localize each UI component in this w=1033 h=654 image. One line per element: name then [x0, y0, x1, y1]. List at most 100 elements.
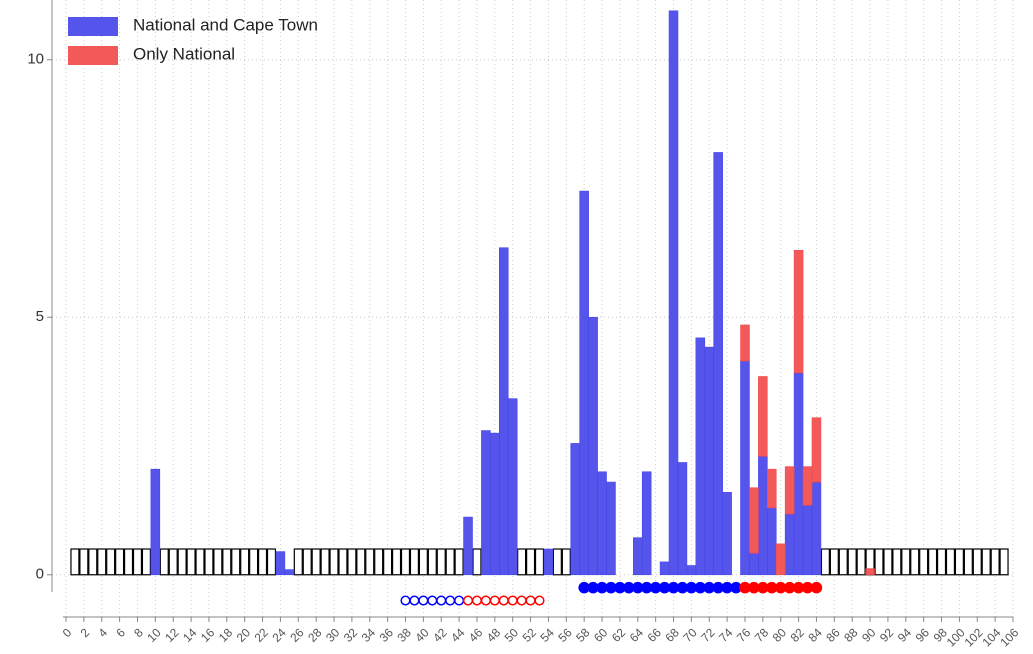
outline-box [936, 548, 947, 576]
outline-box [159, 548, 169, 576]
outline-box [856, 548, 866, 576]
outline-box [981, 548, 991, 576]
bar [784, 466, 795, 515]
marker [427, 595, 438, 606]
bar [784, 513, 795, 576]
outline-box [204, 548, 214, 576]
bar [758, 456, 768, 576]
x-tick-label: 4 [95, 625, 110, 640]
x-tick-label: 2 [78, 625, 93, 640]
bar [606, 481, 616, 576]
outline-box [400, 548, 411, 576]
outline-box [177, 548, 187, 576]
marker [480, 595, 491, 606]
bar [740, 324, 750, 362]
outline-box [383, 548, 393, 576]
bar [713, 152, 723, 576]
outline-box [525, 548, 536, 576]
outline-box [141, 548, 151, 576]
outline-box [115, 548, 125, 576]
legend-label: Only National [133, 44, 235, 63]
bar [758, 376, 768, 457]
bar [749, 552, 759, 576]
outline-box [97, 548, 107, 576]
bar [749, 487, 759, 554]
marker [810, 581, 823, 594]
outline-box [972, 548, 982, 576]
x-tick-label: 0 [60, 625, 75, 640]
bar [865, 568, 875, 576]
y-tick-label: 10 [27, 51, 44, 68]
bar [507, 398, 518, 576]
outline-box [999, 548, 1009, 576]
outline-box [561, 548, 571, 576]
bar [793, 372, 804, 576]
bar [767, 507, 777, 576]
bar [793, 250, 804, 374]
bar [740, 360, 750, 576]
y-tick-label: 0 [36, 566, 44, 583]
outline-box [990, 548, 1000, 576]
bar [597, 471, 607, 576]
bar [775, 543, 786, 576]
bar [677, 462, 688, 576]
outline-box [320, 548, 330, 576]
marker [409, 595, 420, 606]
legend-swatch [68, 17, 118, 36]
outline-box [240, 548, 250, 576]
outline-box [945, 548, 956, 576]
outline-box [838, 548, 848, 576]
outline-box [338, 548, 348, 576]
outline-box [391, 548, 402, 576]
outline-box [293, 548, 303, 576]
bar [668, 10, 679, 576]
outline-box [472, 548, 482, 576]
outline-box [874, 548, 884, 576]
marker [454, 595, 465, 606]
outline-box [186, 548, 196, 576]
legend-label: National and Cape Town [133, 15, 318, 34]
outline-box [168, 548, 178, 576]
outline-box [829, 548, 839, 576]
outline-box [374, 548, 384, 576]
outline-box [892, 548, 902, 576]
outline-box [847, 548, 857, 576]
outline-box [106, 548, 116, 576]
outline-box [365, 548, 375, 576]
outline-box [302, 548, 312, 576]
outline-box [820, 548, 830, 576]
outline-box [329, 548, 339, 576]
outline-box [132, 548, 143, 576]
outline-box [418, 548, 428, 576]
bar [579, 190, 589, 576]
outline-box [88, 548, 98, 576]
legend-swatch [68, 46, 118, 65]
outline-box [534, 548, 545, 576]
outline-box [356, 548, 366, 576]
bar [490, 432, 500, 576]
bar [811, 417, 822, 483]
bar [641, 471, 652, 576]
bar [463, 516, 473, 576]
outline-box [910, 548, 920, 576]
bar [695, 337, 706, 576]
outline-box [427, 548, 437, 576]
marker [400, 595, 411, 606]
marker [516, 595, 527, 606]
bar [767, 468, 777, 509]
bar [150, 468, 161, 576]
y-tick-label: 5 [36, 308, 44, 325]
marker [462, 595, 474, 606]
bar [802, 466, 813, 506]
outline-box [445, 548, 455, 576]
bar [543, 548, 554, 576]
outline-box [436, 548, 446, 576]
bar [659, 561, 670, 576]
bar [481, 430, 491, 576]
bar [570, 443, 581, 576]
outline-box [954, 548, 964, 576]
marker [471, 595, 483, 606]
outline-box [311, 548, 321, 576]
marker [498, 595, 509, 606]
